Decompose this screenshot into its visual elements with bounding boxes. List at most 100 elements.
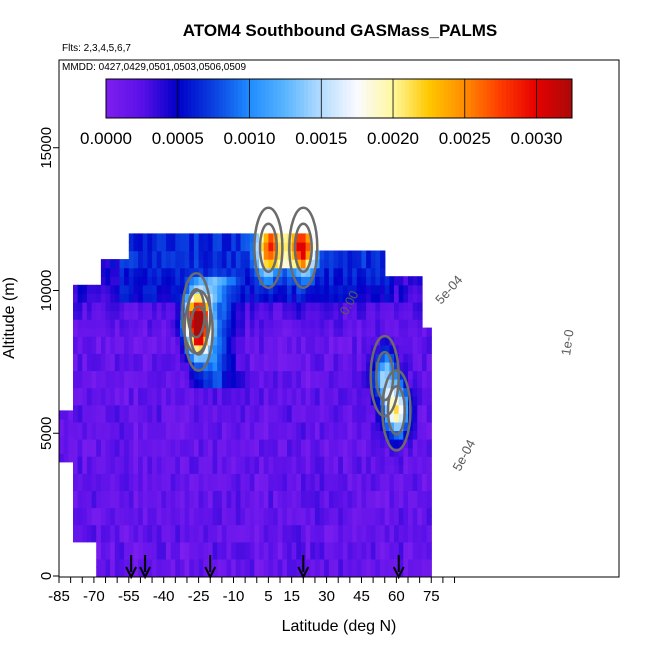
heatmap-cell	[235, 344, 242, 354]
heatmap-cell	[347, 396, 353, 406]
heatmap-cell	[412, 550, 418, 560]
heatmap-cell	[226, 250, 232, 260]
heatmap-cell	[128, 379, 135, 389]
heatmap-cell	[170, 336, 176, 346]
heatmap-cell	[105, 284, 111, 294]
heatmap-cell	[105, 541, 111, 551]
heatmap-cell	[333, 498, 339, 509]
heatmap-cell	[100, 327, 107, 337]
heatmap-cell	[328, 464, 335, 474]
heatmap-cell	[86, 524, 93, 534]
heatmap-cell	[254, 344, 260, 354]
heatmap-cell	[319, 336, 325, 346]
heatmap-cell	[291, 379, 297, 389]
heatmap-cell	[249, 259, 256, 269]
heatmap-cell	[314, 481, 321, 491]
heatmap-cell	[86, 490, 93, 500]
heatmap-cell	[342, 541, 349, 551]
heatmap-cell	[152, 447, 158, 457]
heatmap-cell	[426, 507, 432, 517]
heatmap-cell	[175, 233, 181, 243]
heatmap-cell	[305, 327, 311, 337]
heatmap-cell	[333, 541, 339, 551]
heatmap-cell	[259, 524, 265, 534]
heatmap-cell	[91, 327, 97, 337]
heatmap-cell	[156, 550, 162, 560]
heatmap-cell	[356, 524, 363, 534]
heatmap-cell	[254, 242, 260, 252]
heatmap-cell	[314, 293, 321, 303]
heatmap-cell	[249, 533, 256, 543]
heatmap-cell	[100, 379, 107, 389]
heatmap-cell	[231, 284, 237, 294]
heatmap-cell	[133, 464, 139, 474]
heatmap-cell	[268, 516, 274, 526]
heatmap-cell	[342, 456, 349, 466]
heatmap-cell	[296, 558, 302, 569]
heatmap-cell	[301, 498, 307, 509]
heatmap-cell	[105, 336, 111, 346]
heatmap-cell	[221, 379, 228, 389]
heatmap-cell	[301, 550, 307, 560]
heatmap-cell	[352, 284, 358, 294]
heatmap-cell	[240, 259, 246, 269]
heatmap-cell	[166, 259, 172, 269]
heatmap-cell	[142, 370, 149, 380]
heatmap-cell	[147, 233, 153, 243]
heatmap-cell	[338, 507, 344, 517]
heatmap-cell	[338, 456, 344, 466]
heatmap-cell	[184, 370, 190, 380]
heatmap-cell	[142, 516, 149, 526]
heatmap-cell	[138, 310, 144, 320]
heatmap-cell	[305, 242, 311, 252]
heatmap-cell	[91, 464, 97, 474]
heatmap-cell	[189, 353, 195, 363]
heatmap-cell	[333, 336, 339, 346]
heatmap-cell	[207, 481, 214, 491]
heatmap-cell	[380, 293, 386, 303]
heatmap-cell	[361, 541, 367, 551]
heatmap-cell	[180, 344, 186, 354]
heatmap-cell	[161, 567, 167, 577]
heatmap-cell	[245, 490, 251, 500]
heatmap-cell	[226, 293, 232, 303]
heatmap-cell	[319, 387, 325, 397]
heatmap-cell	[412, 319, 418, 329]
heatmap-cell	[86, 473, 93, 483]
heatmap-cell	[342, 439, 349, 449]
heatmap-cell	[291, 550, 297, 560]
heatmap-cell	[128, 550, 135, 560]
heatmap-cell	[226, 301, 232, 312]
heatmap-cell	[408, 490, 414, 500]
x-axis-label: Latitude (deg N)	[282, 618, 397, 635]
heatmap-cell	[119, 447, 125, 457]
heatmap-cell	[77, 533, 83, 543]
heatmap-cell	[133, 361, 139, 372]
heatmap-cell	[268, 276, 274, 286]
heatmap-cell	[91, 533, 97, 543]
heatmap-cell	[175, 259, 181, 269]
heatmap-cell	[91, 370, 97, 380]
heatmap-cell	[128, 301, 135, 312]
heatmap-cell	[207, 259, 214, 269]
heatmap-cell	[73, 353, 79, 363]
heatmap-cell	[166, 276, 172, 286]
heatmap-cell	[296, 481, 302, 491]
heatmap-cell	[417, 481, 423, 491]
heatmap-cell	[175, 533, 181, 543]
contour-line	[386, 385, 407, 436]
heatmap-cell	[207, 447, 214, 457]
heatmap-cell	[356, 293, 363, 303]
heatmap-cell	[426, 344, 432, 354]
heatmap-cell	[282, 361, 288, 372]
heatmap-cell	[249, 233, 256, 243]
heatmap-cell	[426, 567, 432, 577]
heatmap-cell	[207, 413, 214, 423]
heatmap-cell	[166, 387, 172, 397]
heatmap-cell	[370, 524, 377, 534]
heatmap-cell	[361, 481, 367, 491]
colorbar-swatch	[106, 79, 111, 118]
heatmap-cell	[310, 233, 316, 243]
heatmap-cell	[133, 421, 139, 431]
heatmap-cell	[347, 310, 353, 320]
